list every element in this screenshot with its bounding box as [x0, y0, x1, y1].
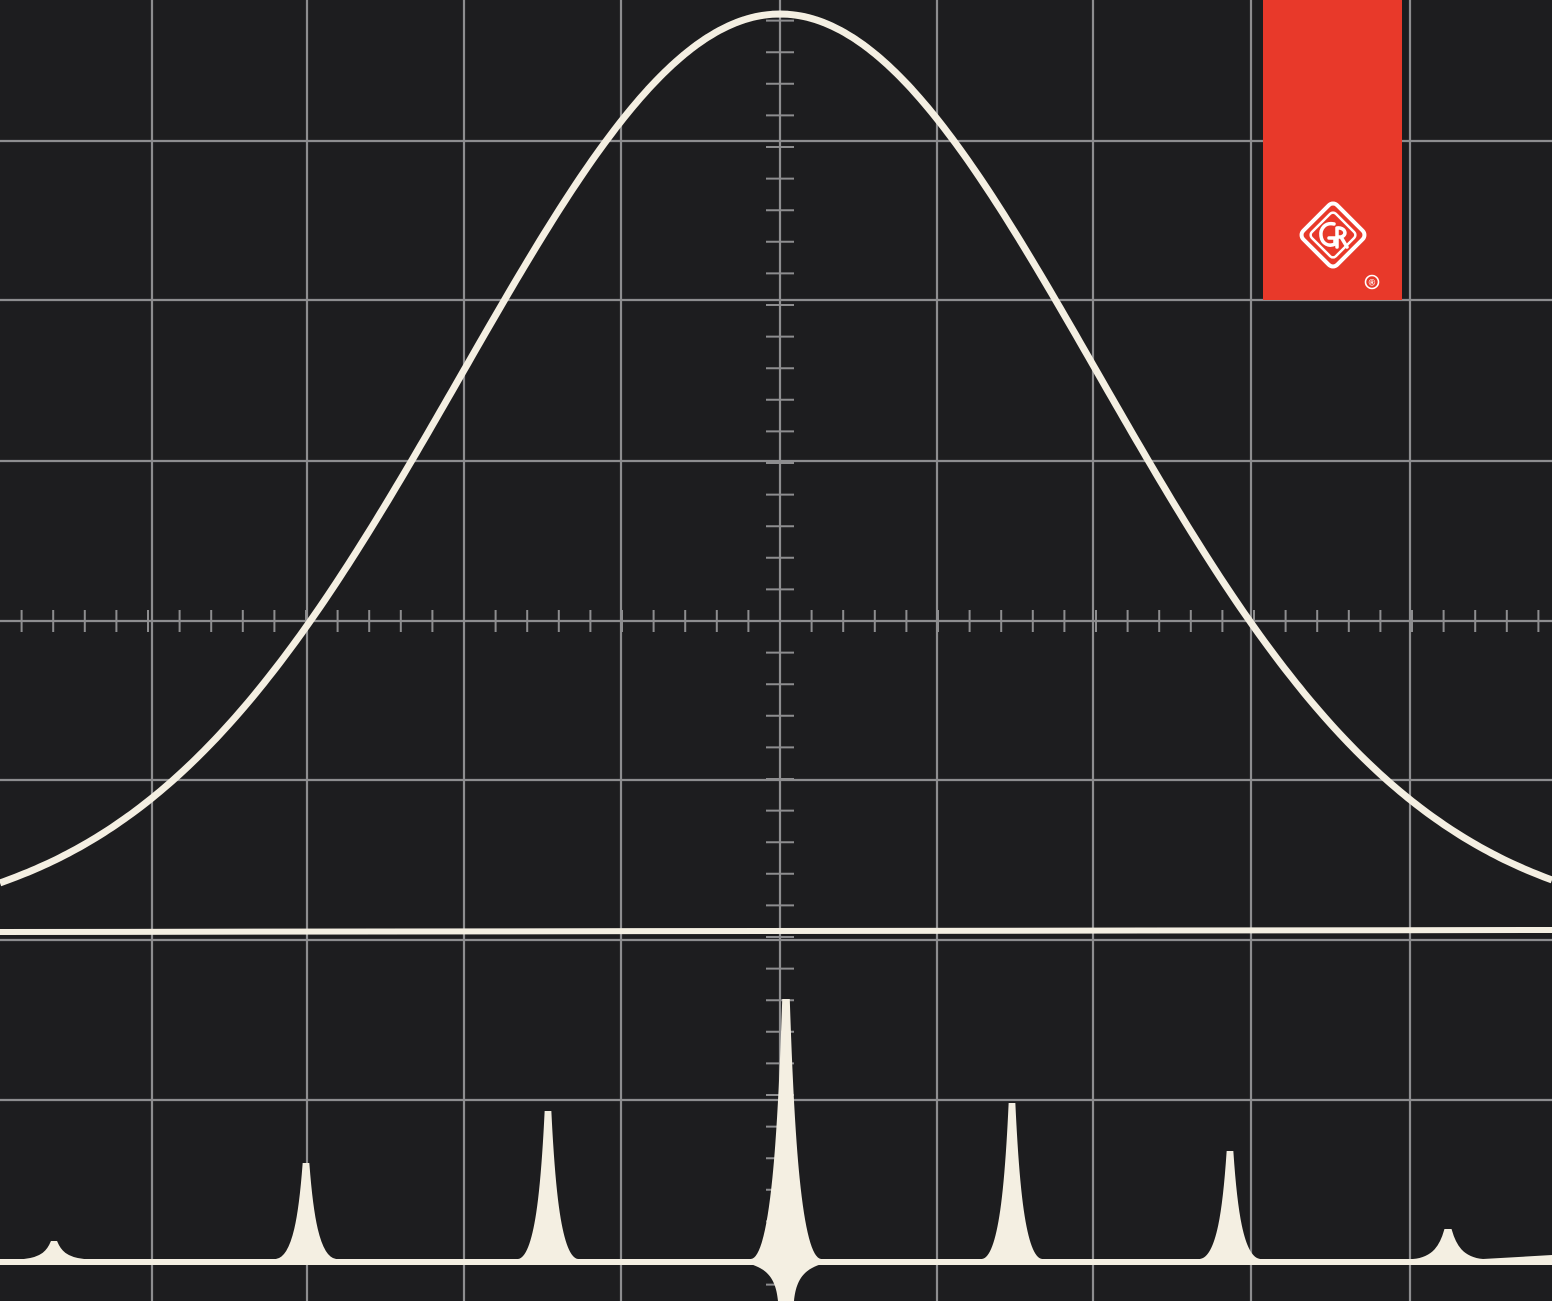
upper-baseline-trace	[0, 927, 1552, 935]
gr-logo: ®	[1299, 201, 1380, 290]
traces	[0, 10, 1552, 1301]
center-dip-trace	[740, 1262, 832, 1301]
gaussian-trace	[0, 10, 1552, 887]
spectrum-spike-trace	[0, 999, 1552, 1265]
brand-logo-tab: ®	[1263, 0, 1402, 300]
registered-mark: ®	[1364, 274, 1380, 290]
gr-diamond-mark	[1299, 201, 1367, 269]
graticule-tick-marks	[20, 19, 1540, 1286]
svg-text:®: ®	[1369, 278, 1376, 288]
